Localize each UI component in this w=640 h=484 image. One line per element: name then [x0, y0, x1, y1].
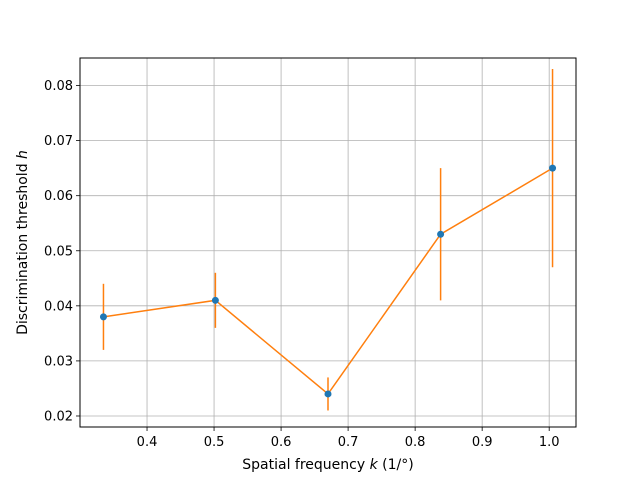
data-point — [549, 164, 557, 172]
y-tick-label: 0.04 — [44, 299, 73, 314]
y-tick-label: 0.02 — [44, 409, 73, 424]
y-tick-label: 0.05 — [44, 244, 73, 259]
x-tick-label: 0.9 — [472, 435, 493, 450]
y-tick-label: 0.03 — [44, 354, 73, 369]
x-axis-label: Spatial frequency k (1/°) — [242, 457, 413, 473]
x-tick-label: 0.6 — [271, 435, 292, 450]
y-axis-label: Discrimination threshold h — [15, 150, 31, 335]
data-series — [99, 69, 557, 411]
plot-frame — [79, 57, 577, 428]
x-tick-label: 0.8 — [405, 435, 426, 450]
series-line — [103, 167, 553, 396]
x-tick-label: 0.4 — [137, 435, 158, 450]
x-tick-label: 1.0 — [539, 435, 560, 450]
y-tick-label: 0.07 — [44, 134, 73, 149]
y-tick-label: 0.06 — [44, 189, 73, 204]
axis-ticks: 0.4 0.5 0.6 0.7 0.8 0.9 1.0 0.02 0.03 0.04 0.05 0.0… — [44, 79, 559, 450]
data-point — [211, 296, 219, 304]
data-point — [437, 230, 445, 238]
data-point — [324, 390, 332, 398]
y-tick-label: 0.08 — [44, 79, 73, 94]
x-tick-label: 0.5 — [204, 435, 225, 450]
grid-lines — [80, 58, 576, 427]
x-tick-label: 0.7 — [338, 435, 359, 450]
data-point — [99, 313, 107, 321]
